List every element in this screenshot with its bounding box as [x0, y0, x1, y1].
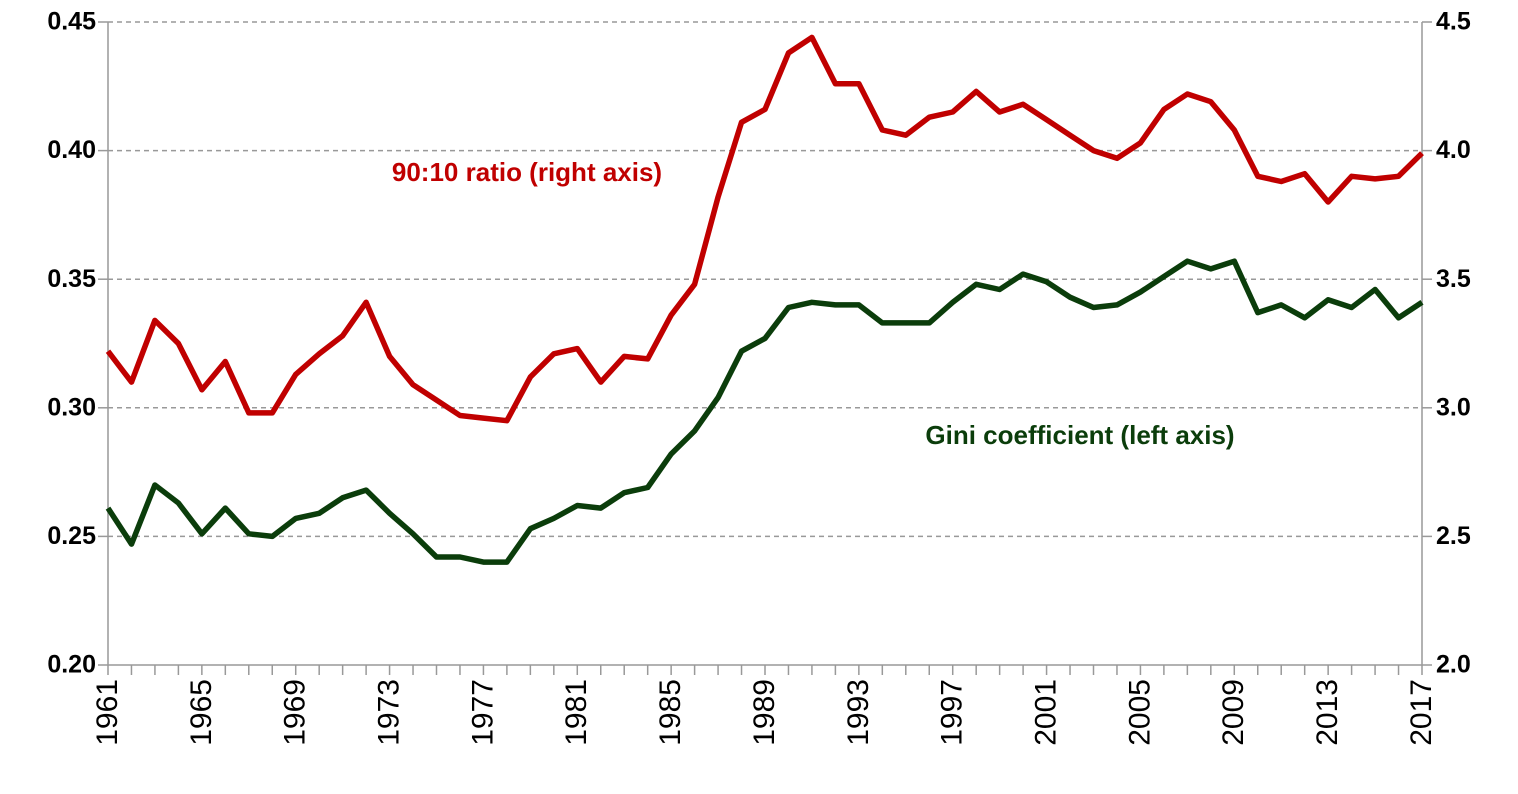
y2-tick-label: 3.5 — [1436, 265, 1471, 293]
x-tick-label: 2017 — [1405, 679, 1438, 746]
x-tick-label: 1961 — [91, 679, 124, 746]
x-tick-label: 1973 — [372, 679, 405, 746]
y-tick-label: 0.20 — [47, 651, 96, 679]
y2-tick-label: 2.0 — [1436, 651, 1471, 679]
x-tick-label: 1985 — [654, 679, 687, 746]
series-line — [105, 34, 1424, 424]
series-label: Gini coefficient (left axis) — [925, 420, 1234, 450]
y2-tick-label: 4.5 — [1436, 8, 1471, 36]
y2-tick-label: 2.5 — [1436, 522, 1471, 550]
series-label: 90:10 ratio (right axis) — [392, 157, 662, 187]
x-tick-label: 1981 — [560, 679, 593, 746]
x-tick-label: 1989 — [748, 679, 781, 746]
x-tick-label: 1977 — [466, 679, 499, 746]
x-tick-label: 1997 — [936, 679, 969, 746]
x-tick-label: 2001 — [1029, 679, 1062, 746]
x-tick-label: 2013 — [1311, 679, 1344, 746]
y-tick-label: 0.35 — [47, 265, 96, 293]
x-tick-label: 2009 — [1217, 679, 1250, 746]
y2-tick-label: 3.0 — [1436, 393, 1471, 421]
x-tick-label: 1993 — [842, 679, 875, 746]
y2-tick-label: 4.0 — [1436, 136, 1471, 164]
x-tick-label: 2005 — [1123, 679, 1156, 746]
y-tick-label: 0.30 — [47, 393, 96, 421]
x-tick-label: 1965 — [185, 679, 218, 746]
series-line — [105, 258, 1424, 565]
x-tick-label: 1969 — [279, 679, 312, 746]
y-tick-label: 0.40 — [47, 136, 96, 164]
y-tick-label: 0.45 — [47, 8, 96, 36]
y-tick-label: 0.25 — [47, 522, 96, 550]
